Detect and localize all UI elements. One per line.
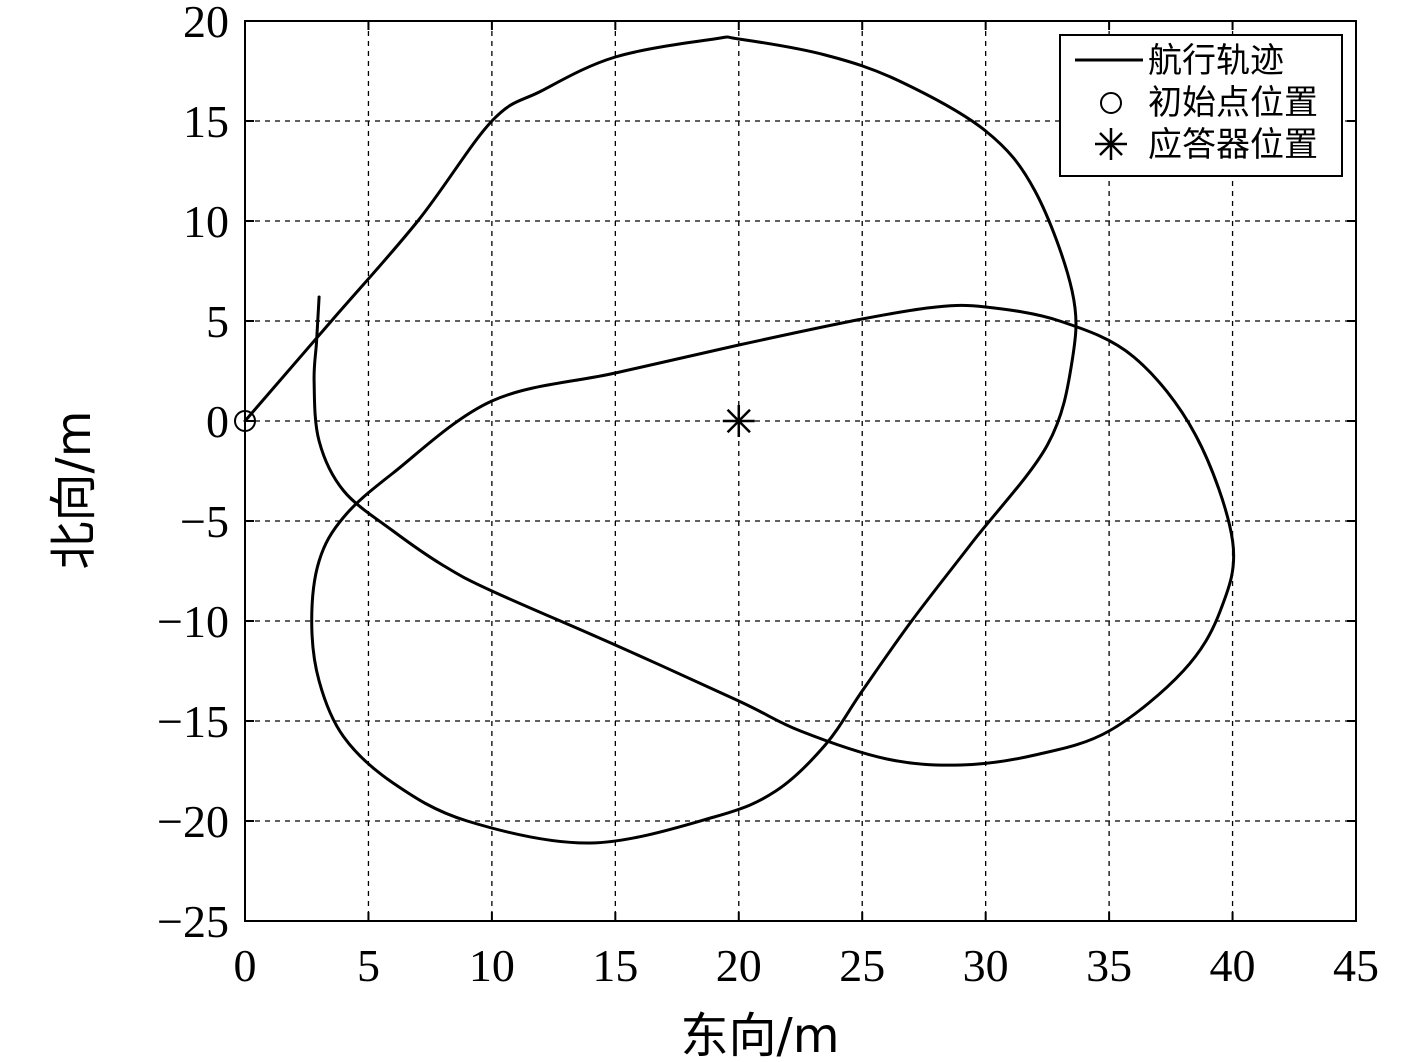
legend-label-transponder: 应答器位置 — [1148, 125, 1318, 165]
y-tick-label: 20 — [183, 0, 229, 47]
legend-label-start: 初始点位置 — [1148, 83, 1318, 123]
plot-frame — [244, 20, 1357, 922]
x-tick-label: 0 — [234, 940, 257, 991]
y-tick-label: −20 — [157, 796, 229, 847]
y-tick-label: 15 — [183, 96, 229, 147]
x-tick-label: 45 — [1333, 940, 1379, 991]
legend-asterisk-marker — [1095, 128, 1127, 160]
x-axis-label: 东向/m — [681, 1008, 840, 1062]
x-tick-label: 5 — [357, 940, 380, 991]
legend: 航行轨迹 初始点位置 应答器位置 — [1059, 34, 1343, 177]
y-axis-label: 北向/m — [46, 411, 102, 570]
y-tick-label: 5 — [206, 296, 229, 347]
y-tick-labels: 20 15 10 5 0 −5 −10 −15 −20 −25 — [157, 0, 229, 947]
y-tick-label: −15 — [157, 696, 229, 747]
x-tick-label: 20 — [716, 940, 762, 991]
x-tick-labels: 0 5 10 15 20 25 30 35 40 45 — [234, 940, 1380, 991]
x-tick-label: 15 — [592, 940, 638, 991]
transponder-marker — [722, 405, 755, 437]
y-tick-label: 10 — [183, 196, 229, 247]
y-tick-label: 0 — [206, 396, 229, 447]
x-tick-label: 35 — [1086, 940, 1132, 991]
x-tick-label: 40 — [1210, 940, 1256, 991]
legend-label-track: 航行轨迹 — [1148, 41, 1284, 81]
series-track-line — [243, 35, 1236, 845]
plot-area — [234, 35, 1236, 845]
legend-circle-marker — [1100, 92, 1122, 114]
y-tick-label: −25 — [157, 896, 229, 947]
y-tick-label: −10 — [157, 596, 229, 647]
x-tick-label: 25 — [839, 940, 885, 991]
x-tick-label: 10 — [469, 940, 515, 991]
x-tick-label: 30 — [963, 940, 1009, 991]
y-tick-label: −5 — [180, 496, 229, 547]
